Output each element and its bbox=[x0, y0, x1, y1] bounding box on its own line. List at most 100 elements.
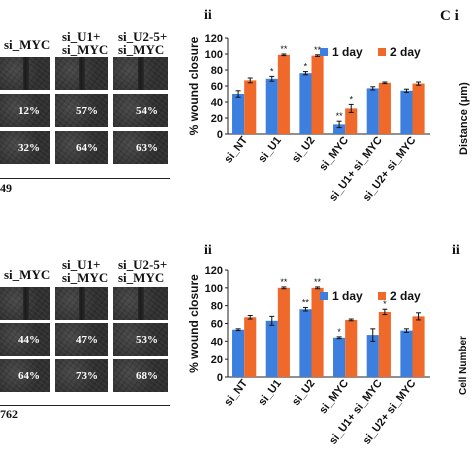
x-tick-label: si_U2+ si_MYC bbox=[361, 134, 419, 203]
panel-mark: ii bbox=[452, 243, 460, 258]
column-header: si_U1+ si_MYC bbox=[62, 29, 109, 57]
significance-mark: ** bbox=[302, 297, 310, 307]
significance-mark: ** bbox=[336, 111, 344, 121]
bar-day2 bbox=[277, 287, 290, 377]
micrograph-tile: 47% bbox=[55, 323, 108, 356]
y-tick-label: 80 bbox=[211, 301, 223, 313]
micrograph-tile: 57% bbox=[55, 94, 108, 127]
closure-percent: 64% bbox=[76, 141, 98, 154]
y-tick-label: 60 bbox=[211, 319, 223, 331]
micrograph-tile: 68% bbox=[113, 359, 168, 392]
bar-day1 bbox=[333, 337, 346, 377]
y-tick-label: 0 bbox=[217, 129, 223, 141]
closure-percent: 64% bbox=[18, 369, 40, 382]
panel-mark: ii bbox=[204, 8, 212, 23]
y-tick-label: 40 bbox=[211, 336, 223, 348]
bar-day2 bbox=[378, 82, 391, 134]
closure-percent: 54% bbox=[136, 104, 158, 117]
x-tick-label: si_U1 bbox=[256, 134, 284, 165]
significance-mark: * bbox=[383, 299, 387, 309]
closure-percent: 63% bbox=[136, 141, 158, 154]
y-tick-label: 20 bbox=[211, 354, 223, 366]
significance-mark: * bbox=[337, 327, 341, 337]
cut-label: 762 bbox=[0, 407, 18, 421]
bar-day2 bbox=[412, 83, 425, 134]
micrograph-tile bbox=[55, 287, 108, 320]
y-tick-label: 80 bbox=[211, 65, 223, 77]
bar-day2 bbox=[378, 311, 391, 377]
bar-day1 bbox=[265, 320, 278, 377]
legend-label: 1 day bbox=[332, 289, 363, 303]
legend-swatch bbox=[378, 48, 386, 56]
bar-day1 bbox=[299, 73, 312, 134]
significance-mark: * bbox=[270, 66, 274, 76]
bar-day1 bbox=[232, 329, 245, 377]
significance-mark: * bbox=[304, 62, 308, 72]
closure-percent: 47% bbox=[76, 333, 98, 346]
closure-percent: 53% bbox=[136, 333, 158, 346]
significance-mark: ** bbox=[280, 277, 288, 287]
x-tick-label: si_MYC bbox=[317, 134, 351, 173]
bar-day2 bbox=[277, 54, 290, 134]
micrograph-tile: 44% bbox=[0, 323, 50, 356]
column-header: si_U2-5+ si_MYC bbox=[118, 29, 168, 57]
x-tick-label: si_U1 bbox=[256, 377, 284, 408]
y-tick-label: 100 bbox=[205, 283, 223, 295]
x-tick-label: si_U2+ si_MYC bbox=[361, 377, 419, 446]
micrograph-tile bbox=[0, 287, 50, 320]
micrograph-tile: 73% bbox=[55, 359, 108, 392]
cut-label: 49 bbox=[0, 181, 12, 195]
micrograph-tile: 32% bbox=[0, 131, 50, 164]
scale-divider bbox=[0, 405, 170, 406]
closure-percent: 32% bbox=[18, 141, 40, 154]
legend-label: 2 day bbox=[390, 289, 421, 303]
legend-label: 1 day bbox=[332, 45, 363, 59]
micrograph-tile: 64% bbox=[0, 359, 50, 392]
micrograph-tile: 53% bbox=[113, 323, 168, 356]
scale-divider bbox=[0, 178, 170, 179]
column-header: si_U1+ si_MYC bbox=[62, 257, 109, 285]
panel-mark: C i bbox=[440, 8, 459, 24]
bar-day1 bbox=[366, 88, 379, 134]
bar-day2 bbox=[345, 319, 358, 377]
y-tick-label: 60 bbox=[211, 81, 223, 93]
significance-mark: ** bbox=[280, 44, 288, 54]
column-header: si_MYC bbox=[4, 267, 51, 282]
y-axis-label: % wound closure bbox=[187, 36, 201, 135]
bar-day1 bbox=[400, 90, 413, 134]
bar-day1 bbox=[265, 78, 278, 134]
bar-day2 bbox=[412, 316, 425, 377]
y-axis-label: % wound closure bbox=[187, 274, 201, 373]
micrograph-tile bbox=[0, 57, 50, 90]
legend-swatch bbox=[320, 292, 328, 300]
closure-percent: 73% bbox=[76, 369, 98, 382]
column-header: si_MYC bbox=[4, 37, 51, 52]
x-tick-label: si_NT bbox=[222, 377, 250, 408]
legend-swatch bbox=[320, 48, 328, 56]
bar-day1 bbox=[299, 309, 312, 377]
panel-mark: ii bbox=[204, 243, 212, 258]
y-tick-label: 120 bbox=[205, 33, 223, 45]
x-tick-label: si_NT bbox=[222, 134, 250, 165]
legend-label: 2 day bbox=[390, 45, 421, 59]
micrograph-tile bbox=[113, 287, 168, 320]
significance-mark: * bbox=[349, 94, 353, 104]
micrograph-tile bbox=[55, 57, 108, 90]
bar-day2 bbox=[244, 80, 257, 134]
legend-swatch bbox=[378, 292, 386, 300]
bar-day1 bbox=[400, 330, 413, 377]
y-tick-label: 20 bbox=[211, 113, 223, 125]
y-tick-label: 40 bbox=[211, 97, 223, 109]
x-tick-label: si_U1+ si_MYC bbox=[327, 377, 385, 446]
bar-day1 bbox=[333, 124, 346, 134]
bar-day2 bbox=[244, 317, 257, 377]
closure-percent: 68% bbox=[136, 369, 158, 382]
bar-day1 bbox=[366, 335, 379, 377]
bar-day2 bbox=[311, 287, 324, 377]
bar-day2 bbox=[311, 55, 324, 134]
x-tick-label: si_U1+ si_MYC bbox=[327, 134, 385, 203]
x-tick-label: si_U2 bbox=[290, 377, 318, 408]
closure-percent: 12% bbox=[18, 104, 40, 117]
column-header: si_U2-5+ si_MYC bbox=[118, 257, 168, 285]
x-tick-label: si_U2 bbox=[290, 134, 318, 165]
